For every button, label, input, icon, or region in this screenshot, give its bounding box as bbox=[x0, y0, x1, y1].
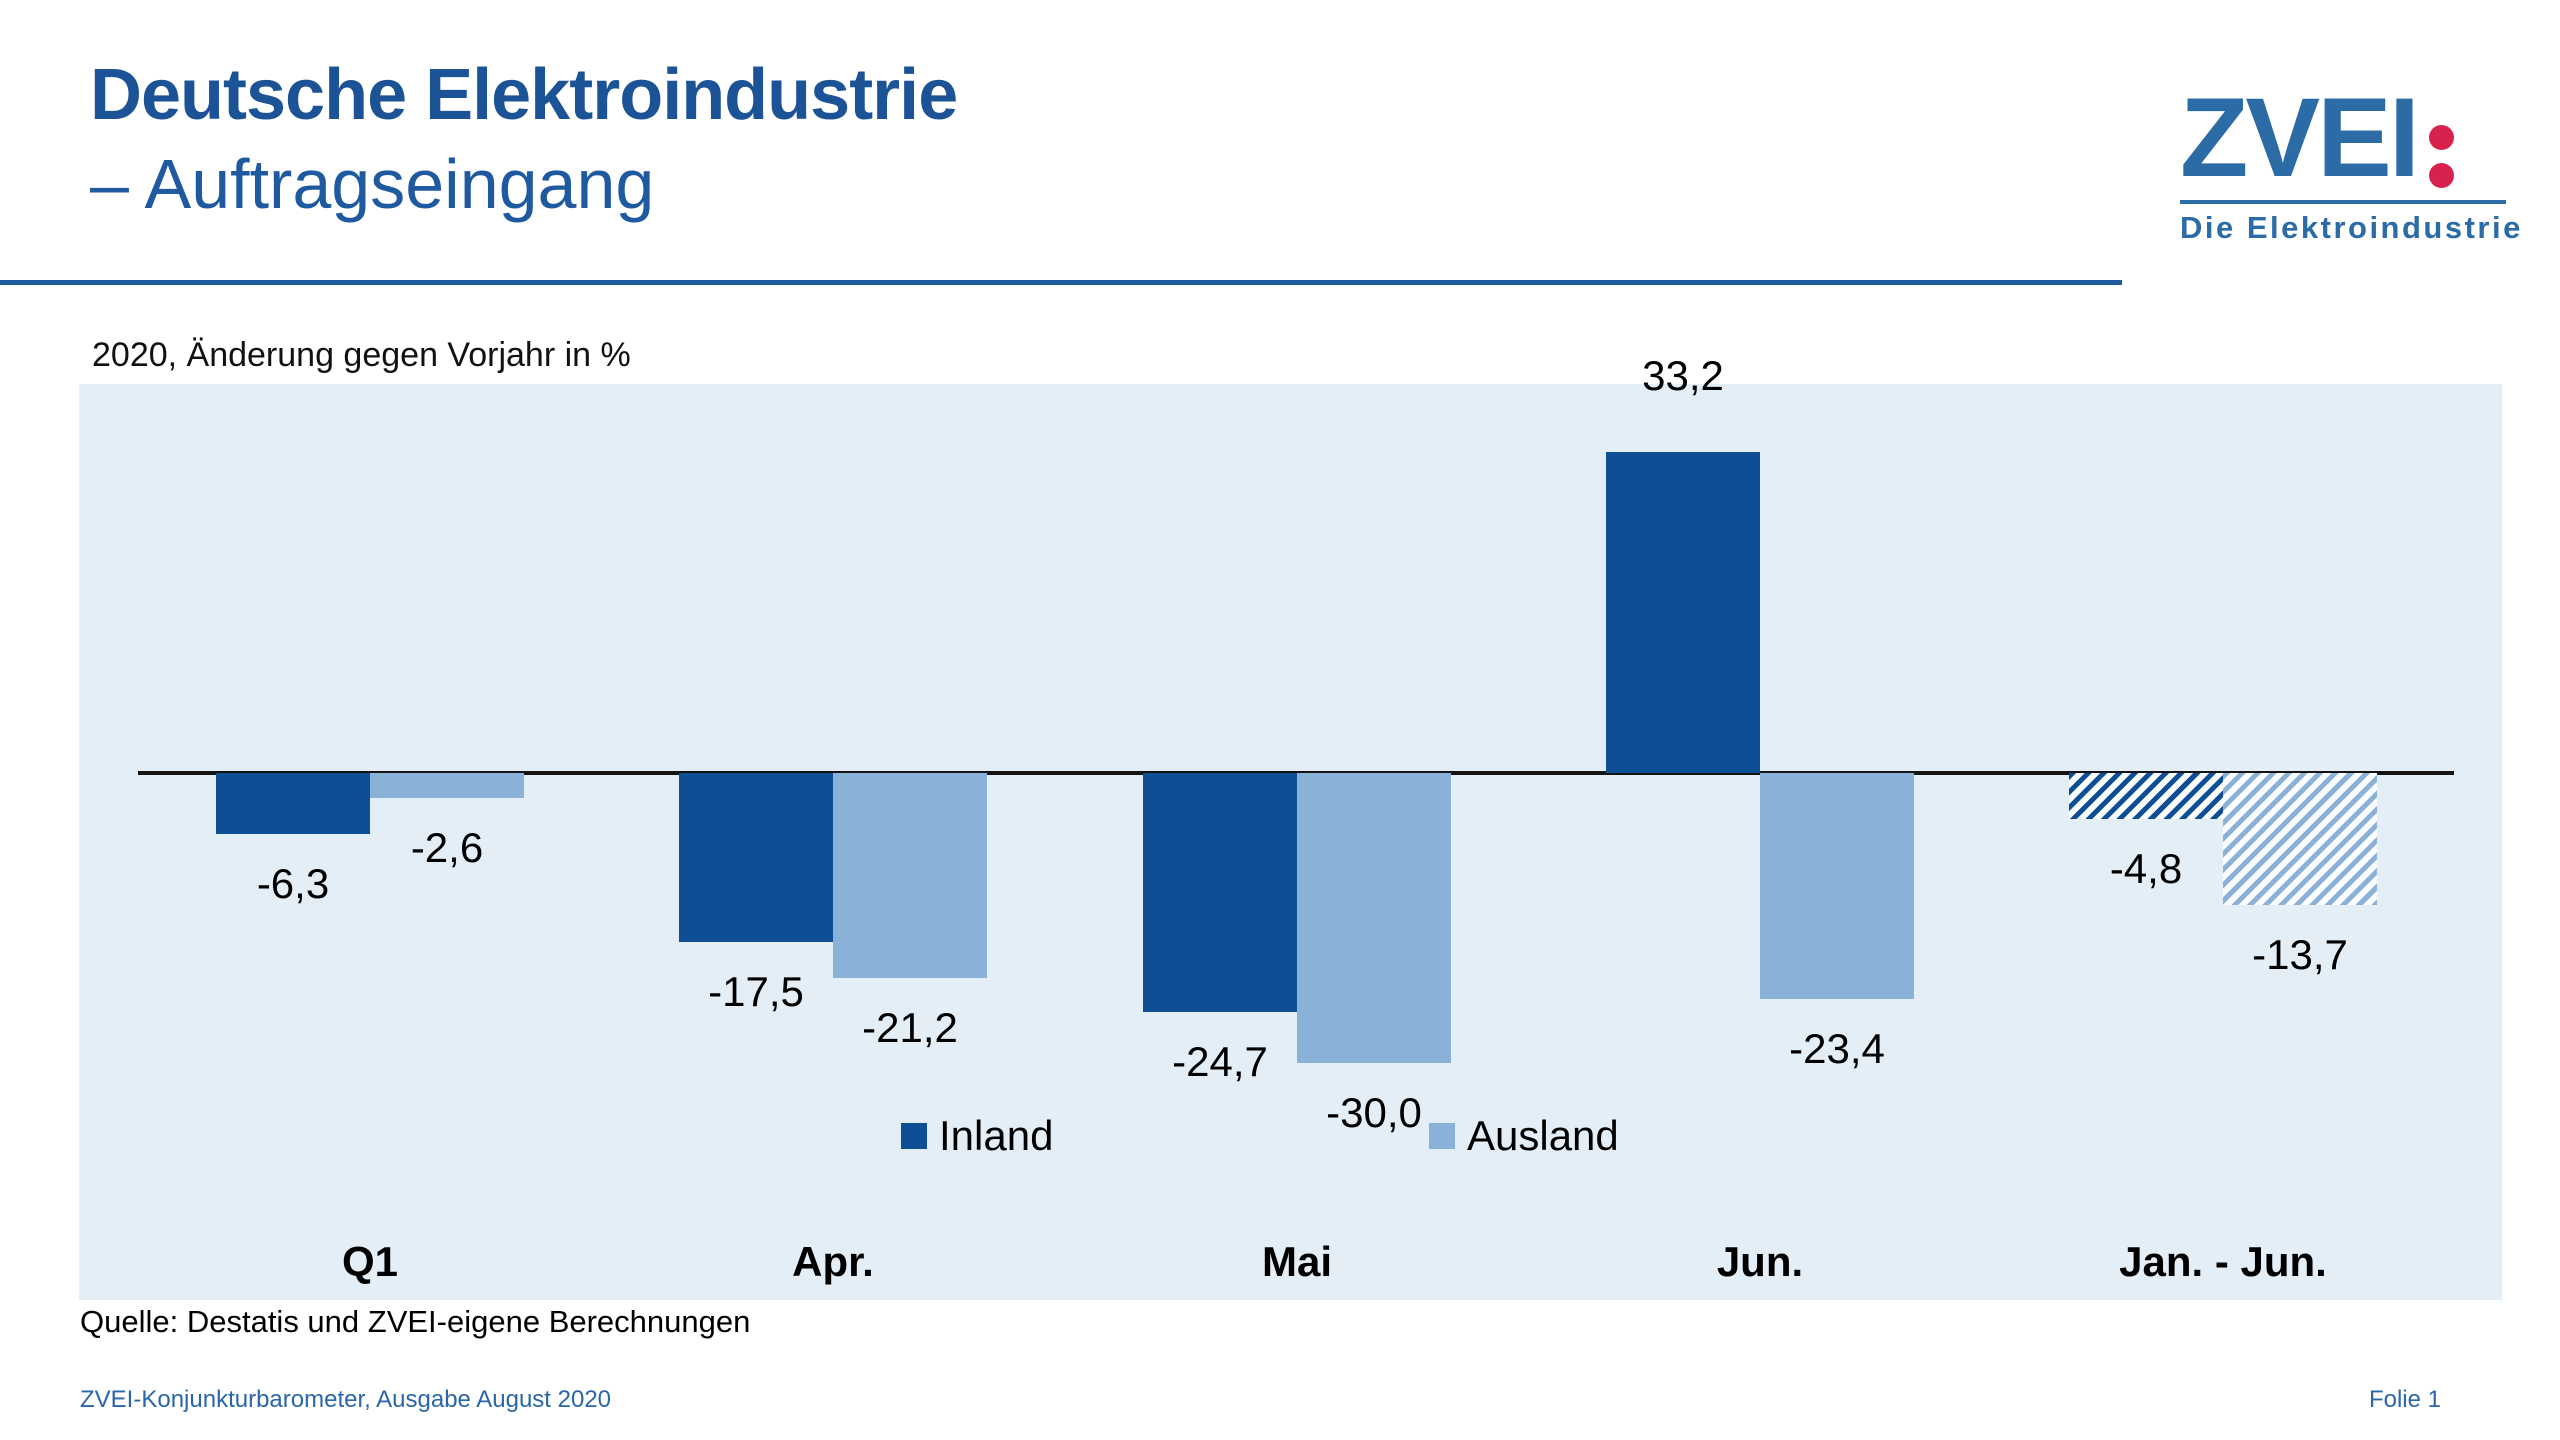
footer-document-title: ZVEI-Konjunkturbarometer, Ausgabe August… bbox=[80, 1386, 612, 1413]
footer-page-number: Folie 1 bbox=[2368, 1386, 2442, 1413]
zvei-logo-rule bbox=[2180, 200, 2506, 204]
bar-inland-jan-jun bbox=[2069, 773, 2223, 819]
zvei-logo: ZVEI Die Elektroindustrie bbox=[2180, 75, 2523, 246]
category-label-mai: Mai bbox=[1261, 1238, 1332, 1285]
bar-inland-jun bbox=[1606, 452, 1760, 773]
page-title: Deutsche Elektroindustrie – Auftragseing… bbox=[90, 50, 958, 228]
zvei-colon-dot-bottom bbox=[2428, 163, 2454, 188]
value-label-inland-apr: -17,5 bbox=[708, 968, 804, 1015]
zvei-wordmark: ZVEI bbox=[2180, 75, 2420, 200]
value-label-inland-jun: 33,2 bbox=[1642, 352, 1724, 399]
bar-ausland-q1 bbox=[370, 773, 524, 798]
zvei-colon-dot-top bbox=[2428, 125, 2454, 150]
title-divider bbox=[0, 280, 2122, 285]
value-label-inland-q1: -6,3 bbox=[256, 860, 330, 907]
bar-ausland-jun bbox=[1760, 773, 1914, 999]
legend-label-inland: Inland bbox=[939, 1112, 1054, 1159]
bar-ausland-apr bbox=[833, 773, 987, 978]
title-line-2: – Auftragseingang bbox=[90, 145, 655, 223]
value-label-ausland-apr: -21,2 bbox=[862, 1004, 958, 1051]
category-label-jan-jun: Jan. - Jun. bbox=[2119, 1238, 2327, 1285]
legend-item-ausland: Ausland bbox=[1429, 1112, 1619, 1160]
legend-swatch-ausland bbox=[1429, 1123, 1455, 1149]
value-label-ausland-jun: -23,4 bbox=[1789, 1025, 1885, 1072]
legend-swatch-inland bbox=[901, 1123, 927, 1149]
zvei-colon-icon bbox=[2428, 125, 2454, 188]
value-label-inland-mai: -24,7 bbox=[1172, 1038, 1268, 1085]
bar-inland-q1 bbox=[216, 773, 370, 834]
category-label-q1: Q1 bbox=[341, 1238, 399, 1285]
bar-ausland-jan-jun bbox=[2223, 773, 2377, 905]
value-label-ausland-q1: -2,6 bbox=[410, 824, 484, 871]
zvei-logo-row: ZVEI bbox=[2180, 75, 2506, 200]
value-label-ausland-jan-jun: -13,7 bbox=[2252, 931, 2348, 978]
value-label-ausland-mai: -30,0 bbox=[1326, 1089, 1422, 1136]
zvei-tagline: Die Elektroindustrie bbox=[2180, 210, 2523, 245]
source-note: Quelle: Destatis und ZVEI-eigene Berechn… bbox=[80, 1304, 751, 1339]
chart-subtitle: 2020, Änderung gegen Vorjahr in % bbox=[92, 336, 631, 374]
value-label-inland-jan-jun: -4,8 bbox=[2109, 845, 2183, 892]
legend-label-ausland: Ausland bbox=[1467, 1112, 1619, 1159]
legend-item-inland: Inland bbox=[901, 1112, 1053, 1160]
category-label-apr: Apr. bbox=[792, 1238, 874, 1285]
bar-inland-apr bbox=[679, 773, 833, 942]
category-label-jun: Jun. bbox=[1716, 1238, 1804, 1285]
bar-ausland-mai bbox=[1297, 773, 1451, 1063]
title-line-1: Deutsche Elektroindustrie bbox=[90, 55, 958, 135]
bar-inland-mai bbox=[1143, 773, 1297, 1012]
